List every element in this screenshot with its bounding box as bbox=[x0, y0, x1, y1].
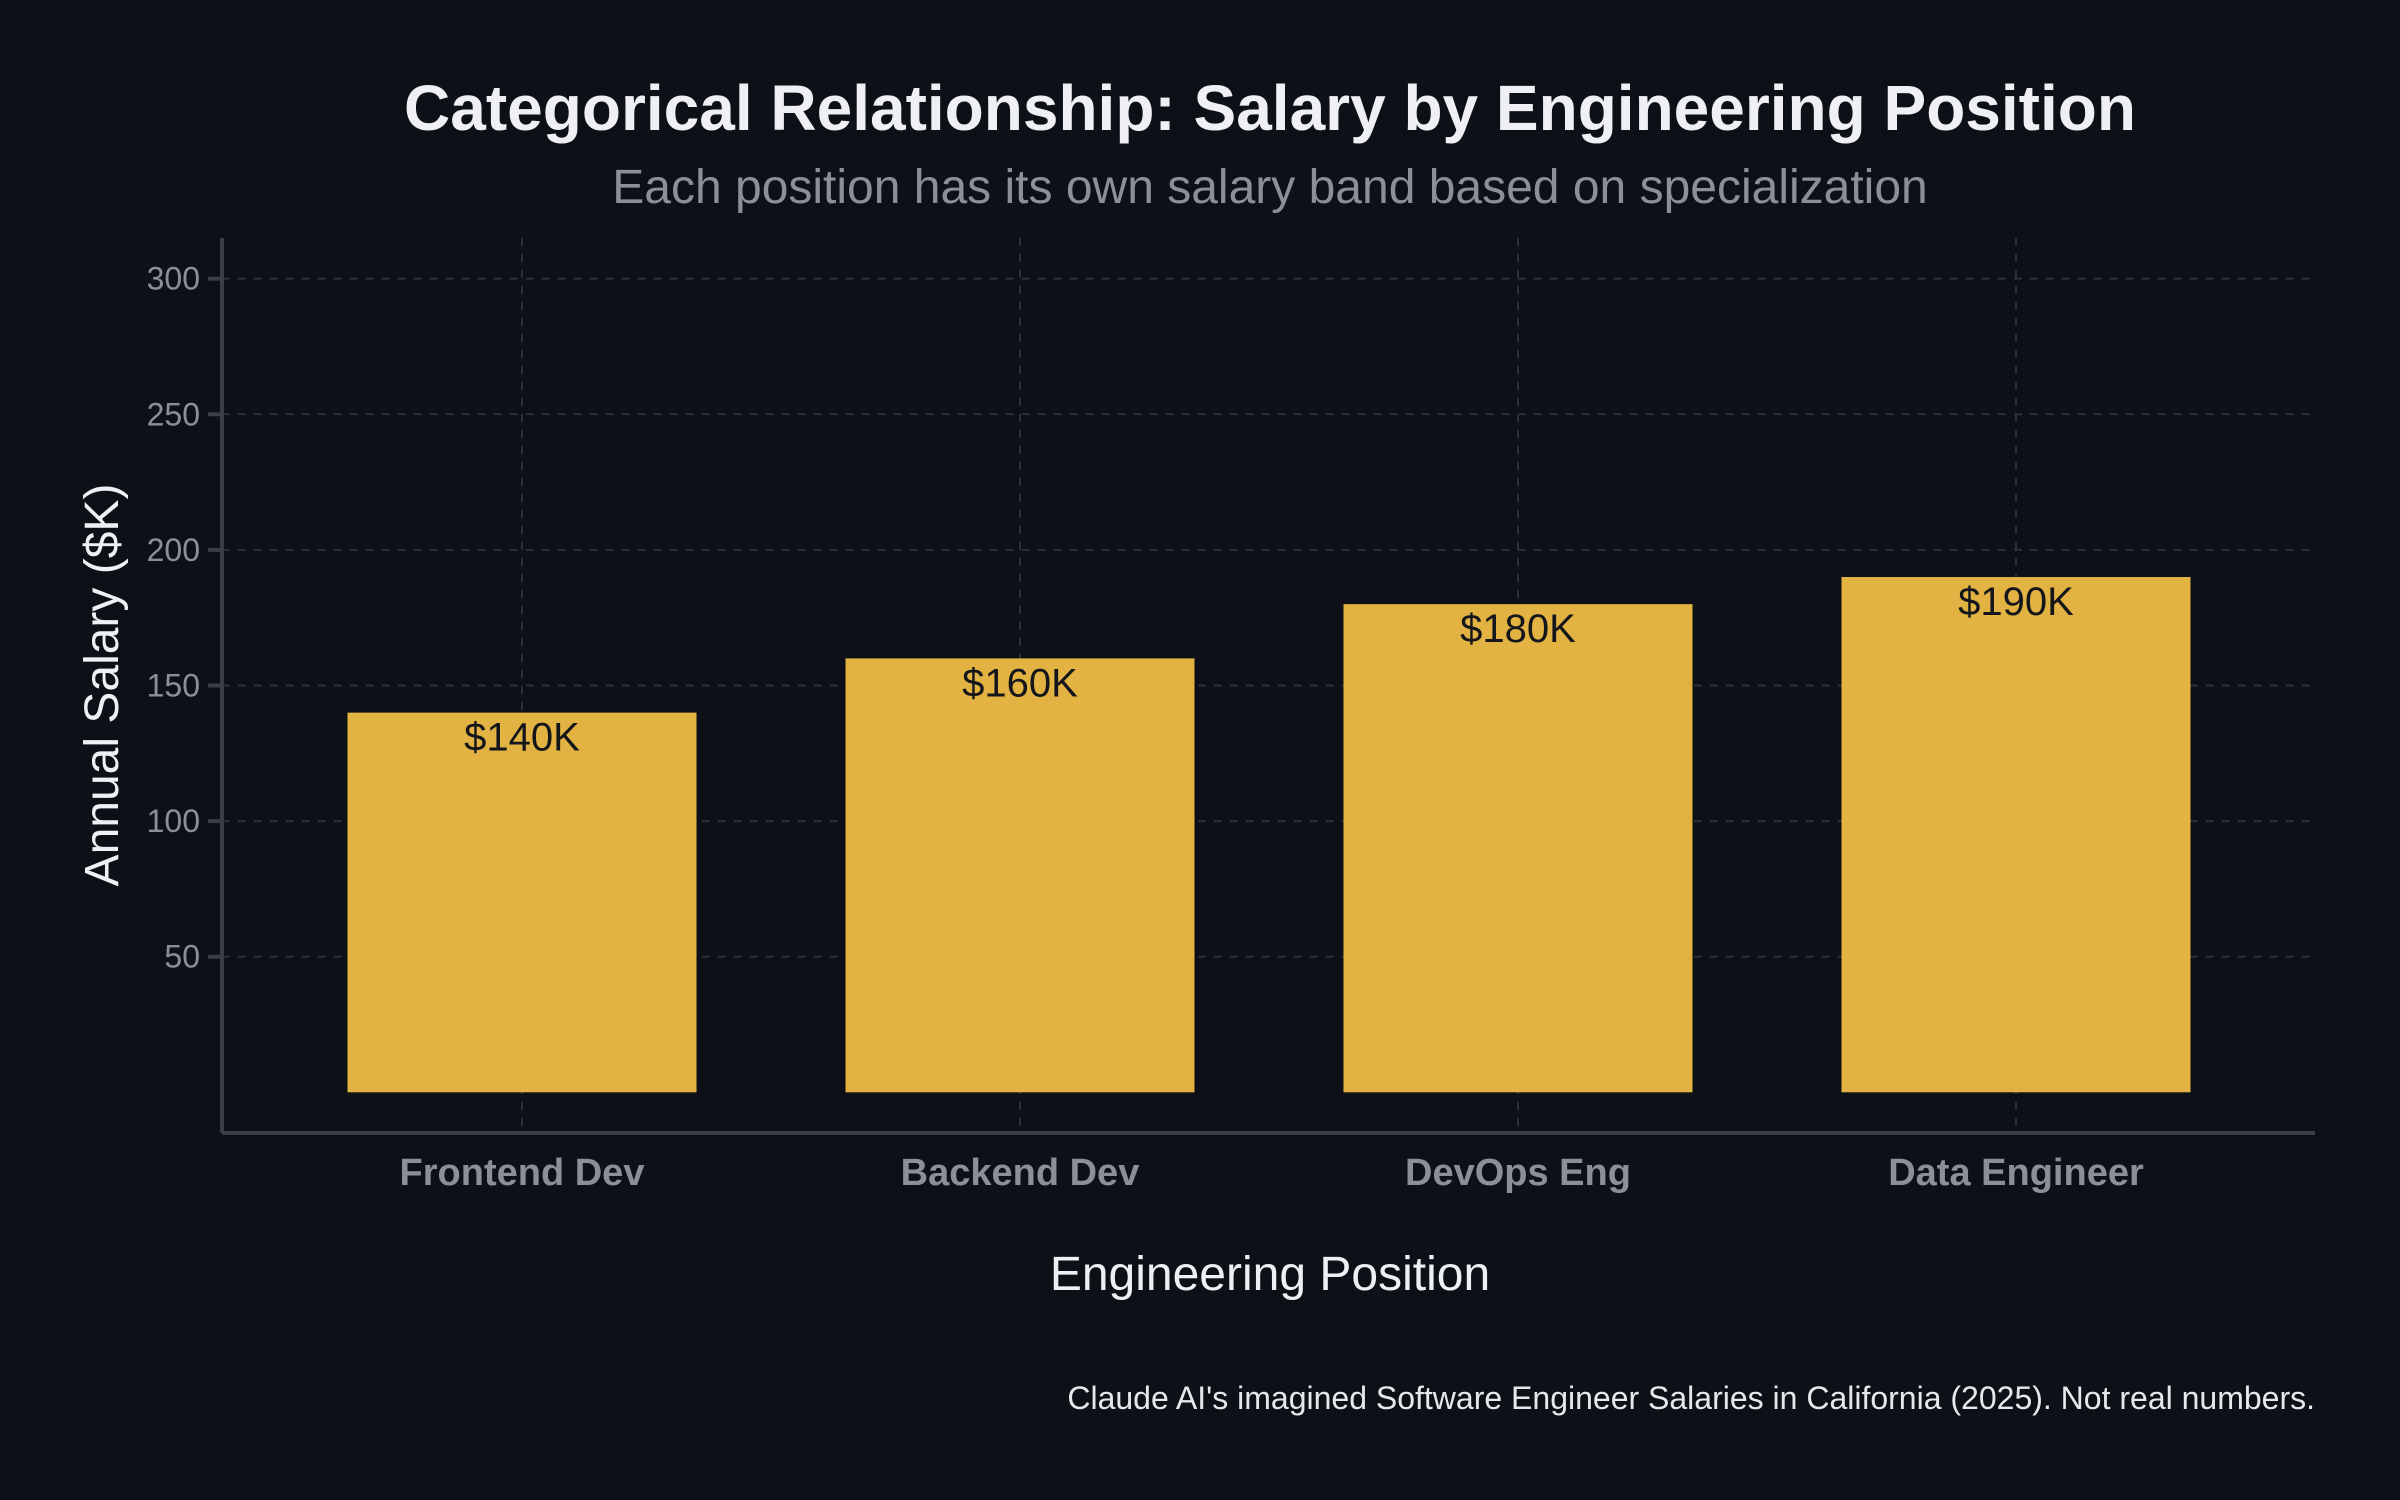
axes bbox=[208, 238, 2315, 1135]
chart-footnote: Claude AI's imagined Software Engineer S… bbox=[1067, 1380, 2315, 1416]
bar bbox=[845, 658, 1195, 1093]
bar bbox=[1841, 577, 2191, 1093]
x-tick-label: Backend Dev bbox=[901, 1152, 1140, 1194]
y-tick-label: 200 bbox=[147, 532, 200, 568]
x-tick-label: Frontend Dev bbox=[400, 1152, 645, 1194]
bar-value-label: $160K bbox=[962, 661, 1078, 705]
x-tick-label: Data Engineer bbox=[1888, 1152, 2144, 1194]
x-tick-labels: Frontend Dev Backend Dev DevOps Eng Data En… bbox=[400, 1152, 2144, 1194]
x-axis-label: Engineering Position bbox=[1050, 1248, 1490, 1301]
bar-value-label: $190K bbox=[1958, 580, 2074, 624]
y-tick-label: 150 bbox=[147, 668, 200, 704]
bar-value-label: $180K bbox=[1460, 607, 1576, 651]
y-tick-label: 100 bbox=[147, 803, 200, 839]
chart-subtitle: Each position has its own salary band ba… bbox=[612, 161, 1927, 214]
bars bbox=[347, 577, 2191, 1093]
data-labels: $140K $160K $180K $190K bbox=[464, 580, 2074, 760]
y-axis-label: Annual Salary ($K) bbox=[76, 484, 129, 887]
bar bbox=[347, 712, 697, 1093]
y-tick-labels: 50 100 150 200 250 300 bbox=[147, 261, 200, 975]
chart-title: Categorical Relationship: Salary by Engi… bbox=[404, 72, 2136, 144]
y-tick-label: 250 bbox=[147, 396, 200, 432]
y-tick-label: 300 bbox=[147, 261, 200, 297]
y-tick-label: 50 bbox=[164, 939, 200, 975]
bar bbox=[1343, 604, 1693, 1093]
bar-value-label: $140K bbox=[464, 716, 580, 760]
x-tick-label: DevOps Eng bbox=[1405, 1152, 1631, 1194]
